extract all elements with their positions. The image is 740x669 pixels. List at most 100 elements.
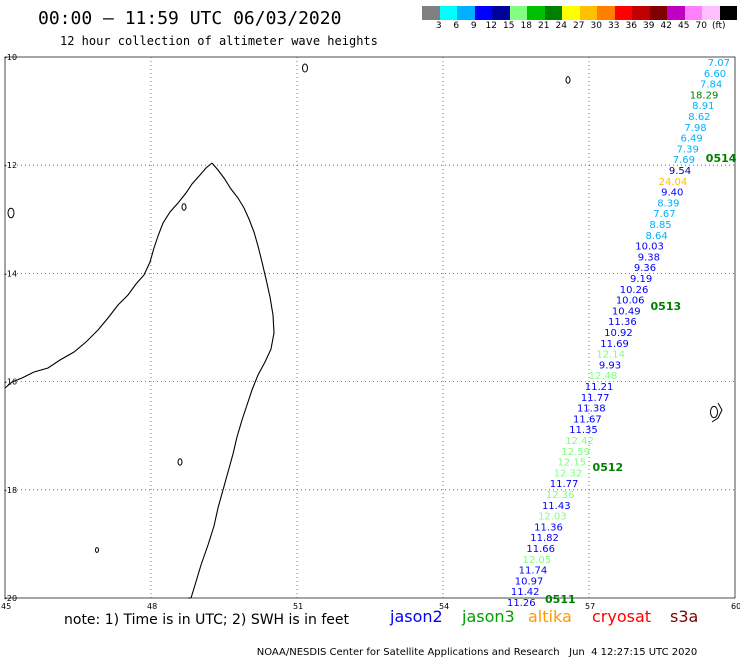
- satellite-label-jason3: jason3: [462, 607, 515, 626]
- legend-swatch: [544, 6, 562, 20]
- wave-height-reading: 11.77: [581, 393, 610, 404]
- legend-tick-label: 24: [555, 21, 567, 31]
- wave-height-reading: 12.15: [558, 458, 587, 469]
- wave-height-reading: 12.03: [538, 512, 567, 523]
- color-scale-labels: 3 6 9 12 15 18 21 24 27 30 33 36 39 42 45 70 (ft): [422, 21, 726, 33]
- lat-axis-label: -18: [4, 486, 17, 495]
- legend-swatch: [527, 6, 545, 20]
- legend-tick-label: 36: [625, 21, 637, 31]
- legend-swatch: [562, 6, 580, 20]
- island-outline: [95, 547, 99, 553]
- wave-height-reading: 11.77: [550, 479, 579, 490]
- map-frame: [4, 56, 736, 599]
- legend-swatch: [667, 6, 685, 20]
- satellite-label-cryosat: cryosat: [592, 607, 652, 626]
- wave-height-reading: 7.07: [708, 58, 730, 69]
- madagascar-coastline: [4, 162, 275, 599]
- page-title: 00:00 – 11:59 UTC 06/03/2020: [38, 8, 342, 29]
- wave-height-reading: 11.26: [507, 598, 536, 609]
- wave-height-reading: 9.36: [634, 263, 656, 274]
- wave-height-reading: 7.39: [677, 144, 699, 155]
- legend-swatch: [422, 6, 440, 20]
- legend-unit: (ft): [712, 21, 726, 31]
- wave-height-reading: 12.14: [596, 350, 625, 361]
- island-outline: [711, 402, 723, 423]
- island-outline: [710, 405, 718, 419]
- page-subtitle: 12 hour collection of altimeter wave hei…: [60, 34, 378, 48]
- lon-axis-label: 45: [1, 602, 11, 611]
- wave-height-reading: 8.62: [688, 112, 710, 123]
- legend-swatch: [632, 6, 650, 20]
- legend-tick-label: 45: [678, 21, 690, 31]
- wave-height-reading: 24.04: [659, 177, 688, 188]
- satellite-label-altika: altika: [528, 607, 572, 626]
- legend-tick-label: 3: [435, 21, 442, 31]
- pass-time-label: 0511: [545, 593, 576, 606]
- legend-tick-label: 15: [503, 21, 515, 31]
- wave-height-reading: 12.42: [565, 436, 594, 447]
- wave-height-reading: 11.42: [511, 587, 540, 598]
- wave-height-reading: 11.67: [573, 414, 602, 425]
- legend-tick-label: 9: [470, 21, 477, 31]
- wave-height-reading: 10.03: [635, 242, 664, 253]
- altimeter-map-figure: 00:00 – 11:59 UTC 06/03/2020 12 hour col…: [1, 6, 740, 658]
- legend-swatch: [439, 6, 457, 20]
- lon-axis-label: 60: [731, 602, 740, 611]
- wave-height-reading: 11.66: [526, 544, 555, 555]
- wave-height-reading: 9.54: [669, 166, 691, 177]
- island-outline: [7, 207, 15, 219]
- wave-height-reading: 11.36: [534, 522, 563, 533]
- legend-tick-label: 70: [695, 21, 707, 31]
- pass-time-label: 0513: [651, 300, 682, 313]
- wave-height-reading: 12.05: [523, 555, 552, 566]
- wave-height-reading: 8.64: [646, 231, 668, 242]
- island-outline: [565, 76, 571, 84]
- legend-tick-label: 30: [590, 21, 602, 31]
- lon-axis-label: 48: [147, 602, 157, 611]
- legend-tick-label: 27: [573, 21, 585, 31]
- wave-height-reading: 8.91: [692, 101, 714, 112]
- island-outline: [302, 63, 308, 73]
- island-outline: [177, 458, 183, 466]
- wave-height-reading: 7.98: [684, 123, 706, 134]
- legend-swatch: [649, 6, 667, 20]
- wave-height-reading: 18.29: [690, 90, 719, 101]
- legend-swatch: [702, 6, 720, 20]
- legend-swatch: [719, 6, 737, 20]
- footer-credit: NOAA/NESDIS Center for Satellite Applica…: [244, 636, 697, 669]
- island-outline: [181, 203, 187, 211]
- satellite-label-s3a: s3a: [670, 607, 699, 626]
- lat-axis-label: -16: [4, 378, 17, 387]
- wave-height-reading: 11.69: [600, 339, 629, 350]
- wave-height-reading: 7.67: [653, 209, 675, 220]
- pass-time-label: 0514: [706, 152, 737, 165]
- lat-axis-label: -20: [4, 594, 17, 603]
- satellite-label-jason2: jason2: [390, 607, 443, 626]
- wave-height-reading: 9.93: [599, 360, 621, 371]
- wave-height-reading: 10.26: [620, 285, 649, 296]
- lon-axis-label: 54: [439, 602, 449, 611]
- lat-axis-label: -12: [4, 161, 17, 170]
- legend-swatch: [614, 6, 632, 20]
- wave-height-reading: 11.21: [585, 382, 614, 393]
- wave-height-reading: 11.74: [519, 566, 548, 577]
- credit-timestamp: Jun 4 12:27:15 UTC 2020: [569, 647, 698, 658]
- wave-height-reading: 9.19: [630, 274, 652, 285]
- wave-height-reading: 6.49: [681, 134, 703, 145]
- wave-height-reading: 11.36: [608, 317, 637, 328]
- legend-tick-label: 42: [660, 21, 672, 31]
- legend-swatch: [474, 6, 492, 20]
- wave-height-reading: 11.43: [542, 501, 571, 512]
- wave-height-reading: 7.84: [700, 80, 722, 91]
- legend-tick-label: 18: [520, 21, 532, 31]
- pass-time-label: 0512: [593, 461, 624, 474]
- lon-axis-label: 51: [293, 602, 303, 611]
- wave-height-reading: 12.36: [546, 490, 575, 501]
- wave-height-reading: 11.35: [569, 425, 598, 436]
- legend-tick-label: 39: [643, 21, 655, 31]
- legend-tick-label: 21: [538, 21, 550, 31]
- lat-axis-label: -14: [4, 269, 17, 278]
- legend-swatch: [597, 6, 615, 20]
- footer-note: note: 1) Time is in UTC; 2) SWH is in fe…: [64, 612, 350, 628]
